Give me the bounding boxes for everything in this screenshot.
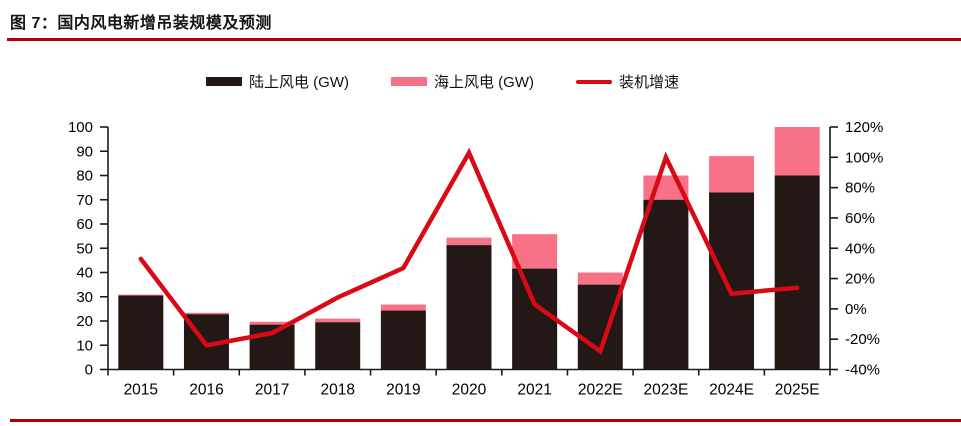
growth-line [138,147,800,355]
legend-label-offshore: 海上风电 (GW) [433,74,534,91]
bar-onshore [709,192,755,370]
bottom-divider [10,419,961,422]
right-axis-tick-label: 120% [845,119,883,136]
title-underline [7,38,961,41]
x-axis-category-label: 2023E [643,382,688,399]
bar-onshore [577,284,623,370]
chart-legend: 陆上风电 (GW) 海上风电 (GW) 装机增速 [206,71,679,92]
bar-offshore [774,127,820,176]
x-axis-category-label: 2017 [255,382,289,399]
x-axis-category-label: 2024E [709,382,754,399]
x-axis-category-label: 2018 [320,382,354,399]
bar-offshore [249,321,295,325]
bar-offshore [380,304,426,311]
right-axis-tick-label: 80% [845,180,875,197]
left-axis-tick-label: 20 [76,313,93,330]
right-axis-tick-label: -20% [845,331,880,348]
bar-offshore [577,272,623,285]
bar-offshore [446,237,492,246]
x-axis-category-label: 2015 [124,382,158,399]
bar-onshore [118,295,164,370]
x-axis-category-label: 2021 [517,382,551,399]
x-axis-category-label: 2020 [452,382,487,399]
bar-onshore [315,322,361,370]
onshore-swatch-icon [206,77,242,86]
x-axis-category-label: 2025E [775,382,820,399]
legend-item-growth: 装机增速 [575,71,679,92]
left-axis-tick-label: 0 [85,362,93,379]
legend-item-onshore: 陆上风电 (GW) [206,71,349,92]
left-axis-tick-label: 80 [76,168,93,185]
bar-onshore [774,175,820,370]
bar-offshore [183,312,229,315]
x-axis-category-label: 2019 [386,382,420,399]
legend-label-onshore: 陆上风电 (GW) [249,74,349,91]
x-axis-category-label: 2016 [189,382,223,399]
legend-item-offshore: 海上风电 (GW) [390,71,534,92]
bar-onshore [512,268,558,370]
right-axis-tick-label: 40% [845,240,875,257]
left-axis-tick-label: 100 [68,119,93,136]
bar-onshore [380,310,426,370]
right-axis-tick-label: 60% [845,210,875,227]
bar-onshore [643,199,689,370]
growth-line-swatch-icon [575,79,612,84]
bar-offshore [118,294,164,296]
legend-label-growth: 装机增速 [618,74,679,91]
bar-offshore [315,318,361,323]
left-axis-tick-label: 60 [76,216,93,233]
right-axis-tick-label: 20% [845,271,875,288]
x-axis-category-label: 2022E [578,382,623,399]
left-axis-tick-label: 40 [76,265,93,282]
right-axis-tick-label: 100% [845,149,883,166]
right-axis-tick-label: -40% [845,362,880,379]
left-axis-tick-label: 30 [76,289,93,306]
left-axis-tick-label: 50 [76,240,93,257]
bar-onshore [446,245,492,370]
bar-offshore [709,156,755,193]
left-axis-tick-label: 90 [76,143,93,160]
chart-title: 图 7：国内风电新增吊装规模及预测 [10,15,272,32]
right-axis-tick-label: 0% [845,301,867,318]
offshore-swatch-icon [390,77,427,86]
left-axis-tick-label: 70 [76,192,93,209]
bar-offshore [512,234,558,269]
left-axis-tick-label: 10 [76,337,93,354]
